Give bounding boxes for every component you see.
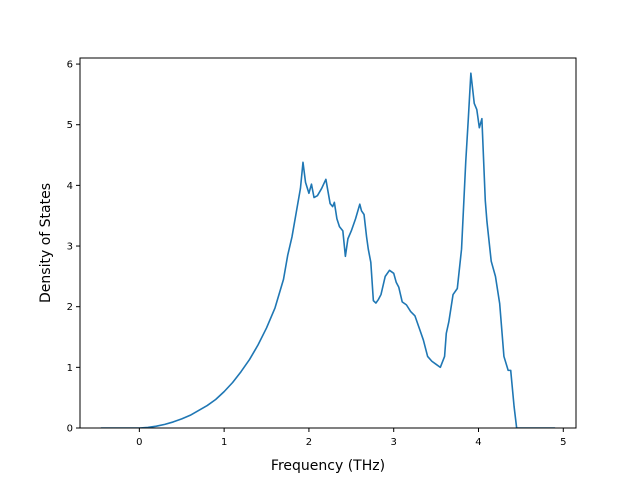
y-tick-label: 5 bbox=[67, 120, 73, 131]
plot-area bbox=[80, 58, 576, 428]
x-tick-label: 2 bbox=[306, 437, 312, 448]
x-axis-label: Frequency (THz) bbox=[271, 458, 385, 474]
y-tick-label: 0 bbox=[67, 424, 73, 435]
x-tick-label: 4 bbox=[475, 437, 481, 448]
dos-series-line bbox=[100, 72, 556, 428]
y-axis: 0 1 2 3 4 5 6 bbox=[67, 60, 80, 435]
axes-frame bbox=[79, 57, 577, 429]
y-axis-label: Density of States bbox=[38, 183, 54, 303]
plot-content bbox=[100, 72, 556, 428]
x-tick-label: 5 bbox=[560, 437, 566, 448]
x-axis: 0 1 2 3 4 5 bbox=[136, 428, 566, 448]
y-tick-label: 1 bbox=[67, 363, 73, 374]
x-tick-label: 0 bbox=[136, 437, 142, 448]
y-tick-label: 2 bbox=[67, 302, 73, 313]
y-tick-label: 6 bbox=[67, 60, 73, 71]
x-tick-label: 1 bbox=[221, 437, 227, 448]
y-tick-label: 3 bbox=[67, 242, 73, 253]
x-tick-label: 3 bbox=[391, 437, 397, 448]
y-tick-label: 4 bbox=[67, 181, 73, 192]
